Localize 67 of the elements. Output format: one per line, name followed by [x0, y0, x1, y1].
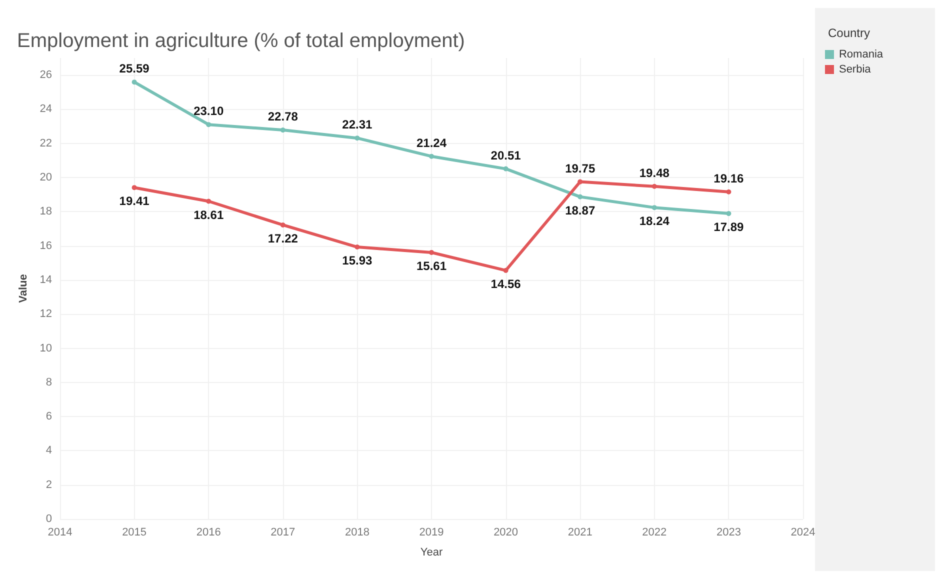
legend-label: Serbia: [838, 64, 872, 76]
x-tick-label: 2015: [122, 526, 147, 538]
data-label: 18.24: [639, 214, 670, 228]
y-tick-label: 12: [40, 308, 52, 320]
point: [652, 205, 657, 210]
data-label: 20.51: [490, 148, 522, 162]
y-tick-label: 0: [46, 513, 52, 525]
point: [578, 179, 583, 184]
y-tick-label: 8: [46, 376, 52, 388]
data-label: 17.89: [714, 220, 744, 234]
x-tick-label: 2017: [270, 526, 296, 538]
data-label: 19.48: [639, 166, 670, 180]
point: [354, 244, 360, 250]
point: [578, 194, 583, 200]
y-tick-label: 10: [40, 342, 52, 354]
x-tick-label: 2022: [642, 526, 667, 538]
y-tick-label: 4: [46, 444, 52, 457]
x-tick-label: 2023: [716, 526, 741, 538]
point: [206, 198, 212, 204]
point: [726, 211, 732, 216]
point: [354, 136, 360, 141]
y-tick-label: 2: [46, 478, 52, 491]
point: [429, 250, 434, 255]
y-tick-label: 22: [40, 137, 52, 150]
point: [280, 222, 286, 228]
y-tick-label: 18: [40, 206, 52, 218]
data-label: 17.22: [268, 231, 298, 246]
data-label: 22.31: [342, 118, 373, 132]
data-label: 19.75: [565, 161, 596, 176]
data-label: 19.41: [119, 194, 150, 208]
y-tick-label: 20: [40, 172, 52, 184]
x-tick-label: 2014: [48, 526, 72, 538]
point: [652, 184, 657, 189]
x-tick-label: 2019: [419, 526, 444, 538]
point: [132, 80, 137, 85]
y-axis-title: Value: [17, 274, 30, 303]
legend-title: Country: [828, 26, 870, 40]
point: [503, 268, 508, 273]
x-tick-label: 2024: [790, 526, 816, 538]
data-label: 15.93: [342, 254, 373, 268]
data-label: 18.61: [194, 208, 224, 222]
data-label: 15.61: [416, 258, 447, 273]
data-label: 19.16: [714, 171, 744, 186]
legend-label: Romania: [838, 48, 884, 60]
point: [503, 166, 508, 172]
data-label: 14.56: [490, 276, 522, 291]
x-tick-label: 2016: [196, 526, 221, 538]
y-tick-label: 14: [40, 274, 52, 286]
y-tick-label: 6: [46, 410, 52, 423]
y-tick-label: 26: [40, 69, 52, 82]
x-tick-label: 2020: [494, 526, 518, 538]
point: [280, 128, 286, 133]
point: [206, 122, 212, 128]
x-tick-label: 2018: [344, 526, 370, 538]
point: [132, 185, 137, 190]
x-axis-title: Year: [420, 546, 443, 558]
point: [726, 189, 732, 194]
data-label: 18.87: [565, 203, 596, 218]
y-tick-label: 24: [40, 103, 52, 116]
data-label: 23.10: [194, 104, 224, 118]
data-label: 25.59: [119, 62, 150, 76]
data-label: 21.24: [416, 136, 447, 150]
chart-title: Employment in agriculture (% of total employment): [17, 30, 465, 52]
y-tick-label: 16: [40, 240, 52, 252]
data-label: 22.78: [268, 110, 298, 124]
x-tick-label: 2021: [568, 526, 592, 538]
point: [429, 154, 434, 159]
